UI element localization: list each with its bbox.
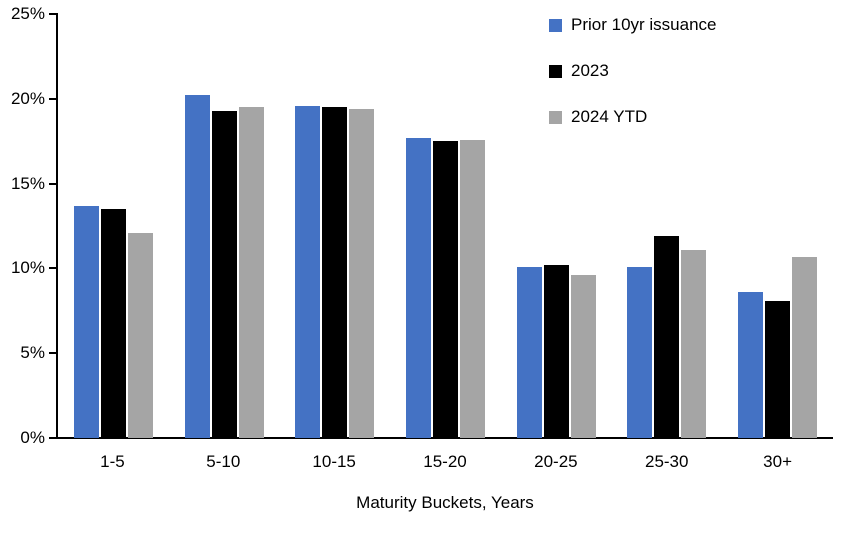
x-tick-label-20-25: 20-25 [534,452,578,471]
bar-prior-10yr-issuance-10-15 [295,105,321,438]
y-tick-label: 15% [10,173,45,193]
legend-swatch-icon [549,64,562,78]
y-tick-label: 5% [20,343,45,363]
bar-group-25-30 [612,14,723,438]
legend-item-2024-ytd: 2024 YTD [549,107,717,127]
x-tick-label-15-20: 15-20 [423,452,467,471]
bar-group-1-5 [58,14,169,438]
y-tick-mark [49,182,57,185]
y-tick-mark [49,267,57,270]
bar-2024-ytd-20-25 [570,275,596,438]
bar-prior-10yr-issuance-1-5 [73,205,99,438]
x-tick-label-25-30: 25-30 [644,452,689,471]
y-tick-mark [49,352,57,355]
x-tick-label-10-15: 10-15 [312,452,356,471]
x-axis-labels: 1-5 5-10 10-15 15-20 20-25 25-30 30+ [57,452,833,472]
bar-2024-ytd-1-5 [127,232,153,438]
y-tick-mark [49,13,57,15]
bar-2024-ytd-30 [792,256,818,438]
x-tick-label-5-10: 5-10 [206,452,241,471]
bar-2024-ytd-5-10 [238,107,264,438]
bar-prior-10yr-issuance-30 [738,292,764,438]
legend-item-prior-10yr-issuance: Prior 10yr issuance [549,15,717,35]
bar-prior-10yr-issuance-25-30 [627,266,653,438]
legend-label: Prior 10yr issuance [571,15,717,34]
bar-2024-ytd-25-30 [681,249,707,438]
bar-2023-30 [765,300,791,438]
legend-item-2023: 2023 [549,61,717,81]
y-tick-label: 20% [10,88,45,108]
bar-2023-1-5 [100,209,126,438]
x-axis-title: Maturity Buckets, Years [356,493,534,512]
bar-group-15-20 [390,14,501,438]
bar-2023-25-30 [654,236,680,438]
bar-group-5-10 [169,14,280,438]
x-tick-label-1-5: 1-5 [100,452,125,471]
y-tick-mark [49,97,57,100]
bar-2023-20-25 [543,265,569,438]
bar-group-10-15 [279,14,390,438]
bar-2023-10-15 [322,107,348,438]
bar-prior-10yr-issuance-5-10 [184,95,210,438]
bar-group-30 [722,14,833,438]
bar-2023-5-10 [211,110,237,438]
y-axis-line [56,13,58,439]
bar-group-20-25 [501,14,612,438]
bar-2023-15-20 [433,141,459,438]
bar-prior-10yr-issuance-20-25 [516,266,542,438]
legend-swatch-icon [549,110,562,124]
legend-label: 2023 [571,61,609,80]
x-axis-line [56,437,833,439]
y-tick-mark [49,437,57,439]
y-tick-label: 25% [10,4,45,23]
bar-2024-ytd-15-20 [460,139,486,438]
plot-area [58,14,833,438]
y-tick-label: 0% [20,428,45,447]
legend-swatch-icon [549,18,562,32]
legend-label: 2024 YTD [571,107,648,126]
legend: Prior 10yr issuance 2023 2024 YTD [549,15,717,153]
bar-2024-ytd-10-15 [349,109,375,438]
x-tick-label-30: 30+ [763,452,792,471]
bar-prior-10yr-issuance-15-20 [406,137,432,438]
y-tick-label: 10% [10,258,45,278]
